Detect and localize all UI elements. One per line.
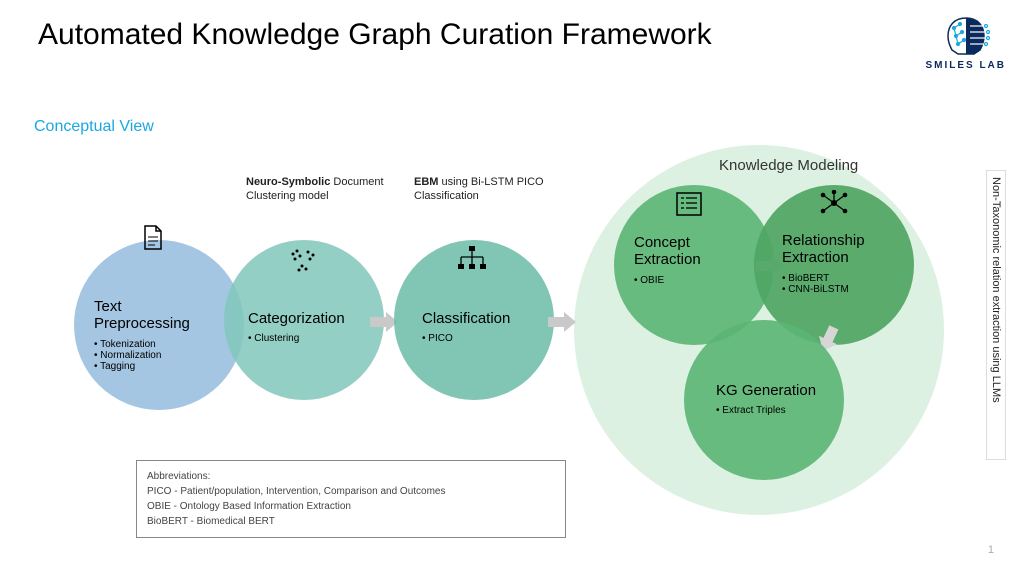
network-icon (819, 190, 849, 222)
stage-title: Classification (422, 310, 510, 327)
knowledge-modeling-label: Knowledge Modeling (719, 157, 858, 174)
stage-title: Text Preprocessing (94, 298, 204, 333)
page-number: 1 (988, 544, 994, 556)
cluster-icon (288, 248, 318, 280)
stage-items: Tokenization Normalization Tagging (94, 339, 204, 372)
logo: SMILES LAB (925, 14, 1006, 71)
page-title: Automated Knowledge Graph Curation Frame… (38, 18, 712, 52)
stage-title: Relationship Extraction (782, 232, 882, 267)
stage-items: BioBERT CNN-BiLSTM (782, 273, 882, 295)
list-icon (676, 192, 702, 222)
stage-title: KG Generation (716, 382, 816, 399)
abbreviations-box: Abbreviations: PICO - Patient/population… (136, 460, 566, 538)
document-icon (142, 225, 164, 257)
hierarchy-icon (456, 246, 488, 278)
stage-items: OBIE (634, 275, 724, 286)
logo-text: SMILES LAB (925, 60, 1006, 71)
diagram: Neuro-Symbolic Document Clustering model… (34, 160, 1006, 556)
stage-items: Extract Triples (716, 405, 816, 416)
side-annotation: Non-Taxonomic relation extraction using … (986, 170, 1006, 460)
arrow-icon (548, 312, 576, 332)
stage-items: PICO (422, 333, 510, 344)
stage-items: Clustering (248, 333, 345, 344)
stage-title: Categorization (248, 310, 345, 327)
annotation-categorization: Neuro-Symbolic Document Clustering model (242, 174, 392, 206)
subtitle: Conceptual View (34, 118, 154, 136)
stage-title: Concept Extraction (634, 234, 724, 269)
annotation-classification: EBM using Bi-LSTM PICO Classification (410, 174, 560, 206)
